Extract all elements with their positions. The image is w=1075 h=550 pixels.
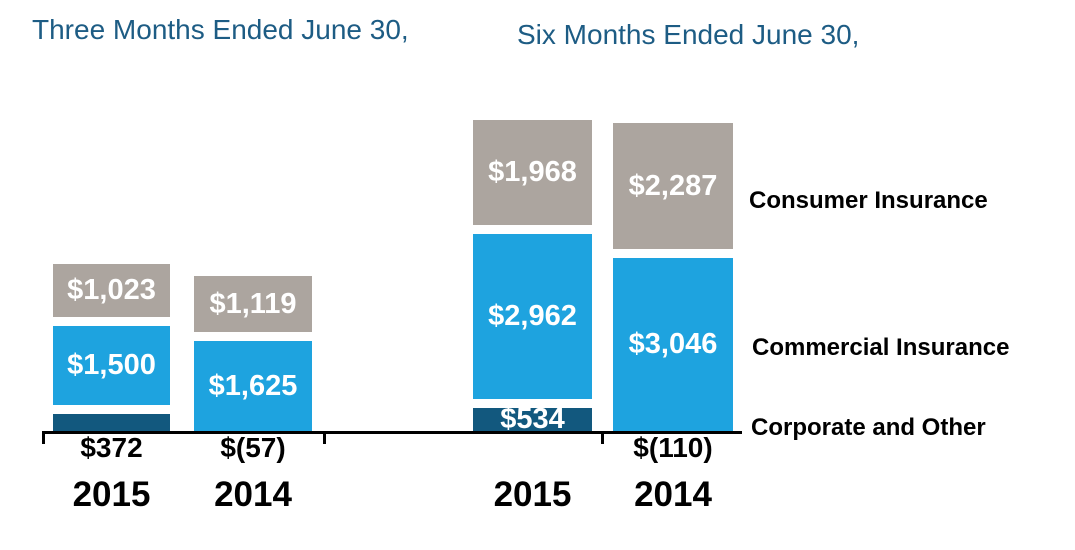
below-axis-value-label: $372 [80,432,143,463]
bar-segment-commercial: $1,625 [194,341,312,431]
bar-segment-commercial: $3,046 [613,258,733,431]
bar-value-label: $1,500 [67,349,156,381]
bar-segment-corporate [53,414,170,431]
bar-value-label: $1,023 [67,274,156,306]
x-axis-line [42,431,742,434]
bar-value-label: $1,968 [488,156,577,188]
bar-value-label: $1,119 [209,287,297,320]
year-label: 2014 [214,475,292,514]
axis-tick-middle [323,431,326,444]
legend-consumer-insurance: Consumer Insurance [749,187,988,214]
bar-value-label: $3,046 [628,328,718,360]
year-label: 2014 [634,475,712,514]
year-label: 2015 [72,475,151,514]
legend-commercial-insurance: Commercial Insurance [752,334,1010,361]
bar-value-label: $1,625 [208,369,298,402]
below-axis-value-label: $(110) [633,432,713,463]
bar-segment-corporate: $534 [473,403,592,435]
bar-segment-consumer: $2,287 [613,123,733,249]
year-label: 2015 [493,475,572,514]
bar-value-label: $534 [500,403,565,435]
axis-tick-right [601,431,604,444]
below-axis-value-label: $(57) [220,432,286,463]
axis-tick-left [42,431,45,444]
bar-segment-consumer: $1,119 [194,276,312,332]
group-title-three-months: Three Months Ended June 30, [32,14,409,45]
group-title-six-months: Six Months Ended June 30, [517,19,860,50]
bar-segment-consumer: $1,023 [53,264,170,317]
bar-value-label: $2,962 [488,300,577,332]
bar-segment-commercial: $1,500 [53,326,170,405]
legend-corporate-and-other: Corporate and Other [751,414,986,441]
bar-segment-consumer: $1,968 [473,120,592,225]
bar-segment-commercial: $2,962 [473,234,592,399]
bar-value-label: $2,287 [628,169,718,202]
